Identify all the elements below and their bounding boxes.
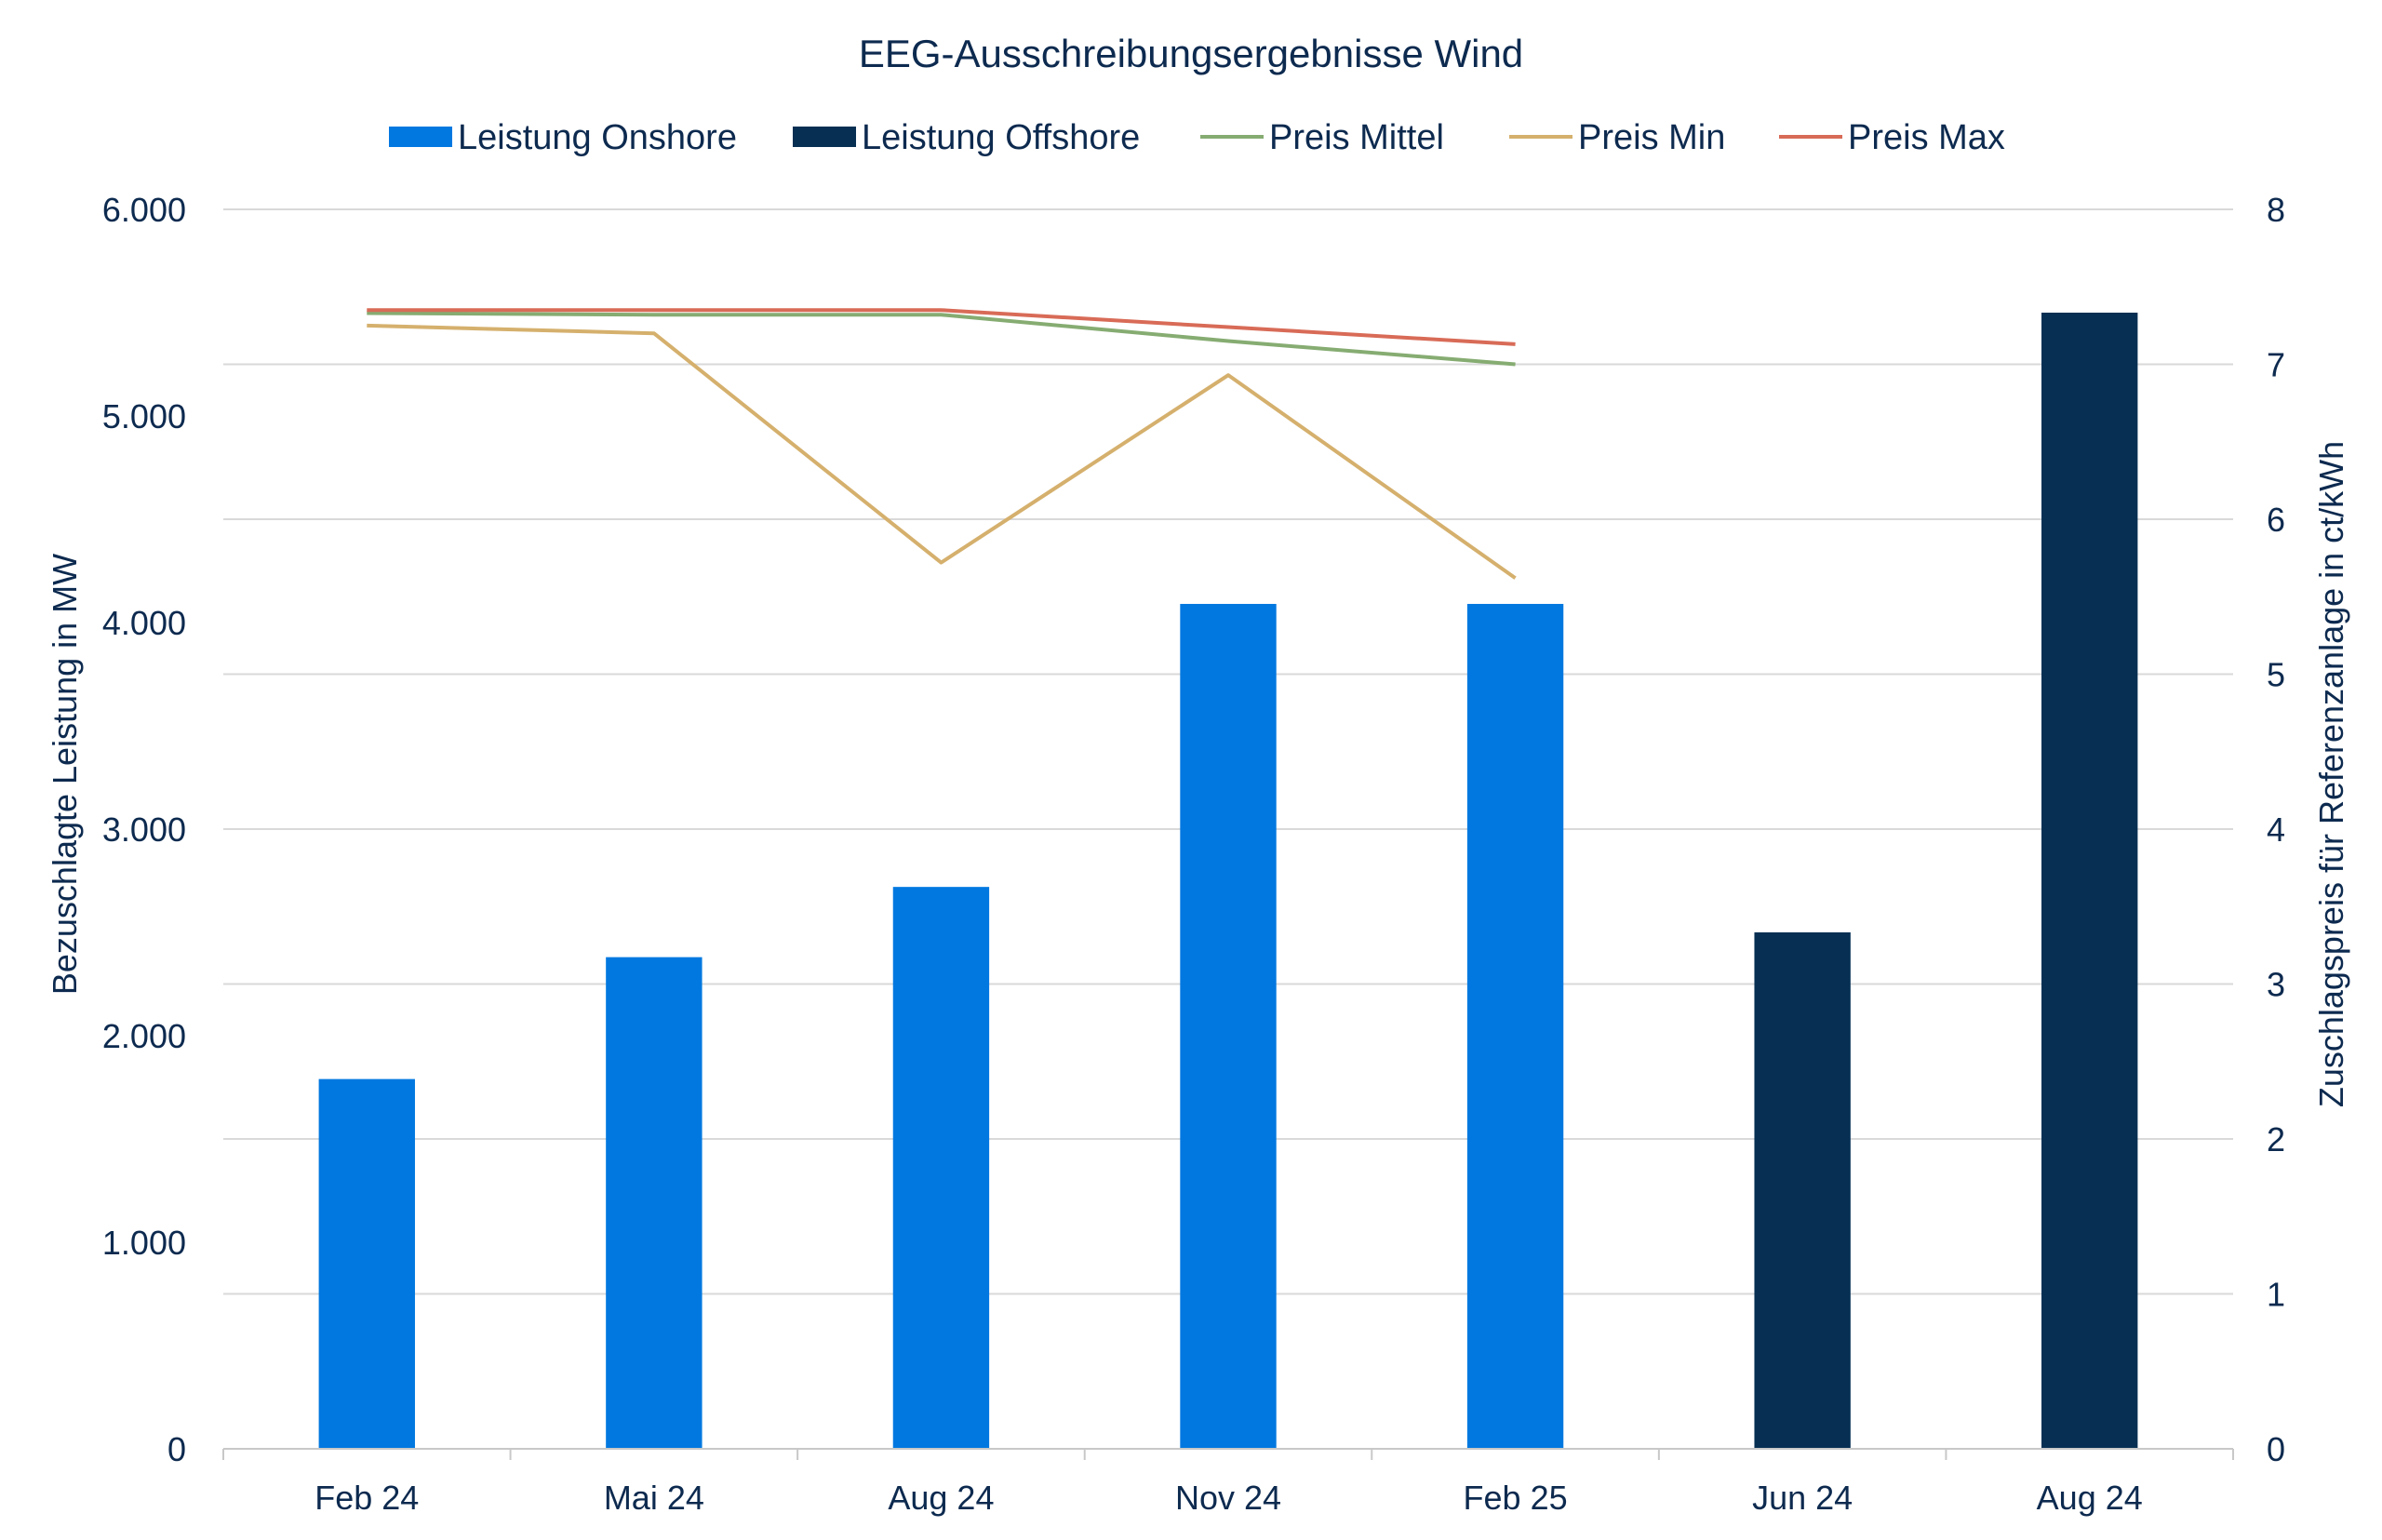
y2-tick-label: 8 (2267, 191, 2285, 229)
y-tick-label: 6.000 (102, 191, 186, 229)
x-tick-label: Aug 24 (2037, 1479, 2143, 1517)
bar-leistung-onshore (892, 887, 990, 1449)
bar-leistung-offshore (2041, 313, 2138, 1449)
x-tick-label: Feb 24 (314, 1479, 419, 1517)
bar-leistung-onshore (1180, 604, 1277, 1449)
legend-label: Preis Mittel (1269, 118, 1444, 157)
y2-tick-label: 0 (2267, 1430, 2285, 1468)
y2-tick-label: 3 (2267, 966, 2285, 1004)
y2-tick-label: 4 (2267, 810, 2285, 849)
y-tick-label: 5.000 (102, 397, 186, 435)
y-tick-label: 3.000 (102, 810, 186, 849)
legend-label: Preis Max (1848, 118, 2005, 157)
chart-title: EEG-Ausschreibungsergebnisse Wind (859, 32, 1523, 75)
bar-leistung-onshore (318, 1078, 415, 1449)
legend-label: Preis Min (1578, 118, 1725, 157)
legend-item: Preis Min (1509, 118, 1725, 157)
legend-item: Preis Mittel (1200, 118, 1444, 157)
y2-tick-label: 2 (2267, 1120, 2285, 1158)
y2-tick-label: 6 (2267, 501, 2285, 539)
x-tick-label: Mai 24 (604, 1479, 704, 1517)
bars (318, 313, 2138, 1449)
y-tick-label: 0 (167, 1430, 186, 1468)
y2-tick-label: 7 (2267, 346, 2285, 384)
legend-label: Leistung Offshore (862, 118, 1140, 157)
legend-swatch (793, 127, 856, 147)
bar-leistung-onshore (606, 957, 703, 1449)
legend-item: Preis Max (1779, 118, 2005, 157)
y-tick-label: 4.000 (102, 604, 186, 642)
axes: Feb 24 Mai 24 Aug 24 Nov 24 Feb 25 Jun 24 Aug … (102, 191, 2285, 1517)
y-tick-label: 2.000 (102, 1017, 186, 1055)
line-preis-max (367, 308, 1516, 346)
y-tick-label: 1.000 (102, 1224, 186, 1262)
legend-label: Leistung Onshore (458, 118, 737, 157)
legend-item: Leistung Onshore (389, 118, 737, 157)
legend-item: Leistung Offshore (793, 118, 1140, 157)
y-axis-label: Bezuschlagte Leistung in MW (46, 554, 84, 995)
x-tick-label: Jun 24 (1752, 1479, 1853, 1517)
line-preis-min (367, 323, 1517, 580)
y2-tick-label: 1 (2267, 1276, 2285, 1314)
x-tick-label: Feb 25 (1464, 1479, 1568, 1517)
y2-tick-label: 5 (2267, 656, 2285, 694)
y2-axis-label: Zuschlagspreis für Referenzanlage in ct/… (2312, 441, 2350, 1107)
x-tick-label: Aug 24 (888, 1479, 994, 1517)
bar-leistung-offshore (1754, 932, 1851, 1449)
price-lines (367, 308, 1517, 580)
line-preis-mittel (367, 311, 1516, 367)
legend: Leistung Onshore Leistung Offshore Preis M… (389, 118, 2005, 157)
x-tick-label: Nov 24 (1175, 1479, 1281, 1517)
bar-leistung-onshore (1466, 604, 1564, 1449)
legend-swatch (389, 127, 452, 147)
